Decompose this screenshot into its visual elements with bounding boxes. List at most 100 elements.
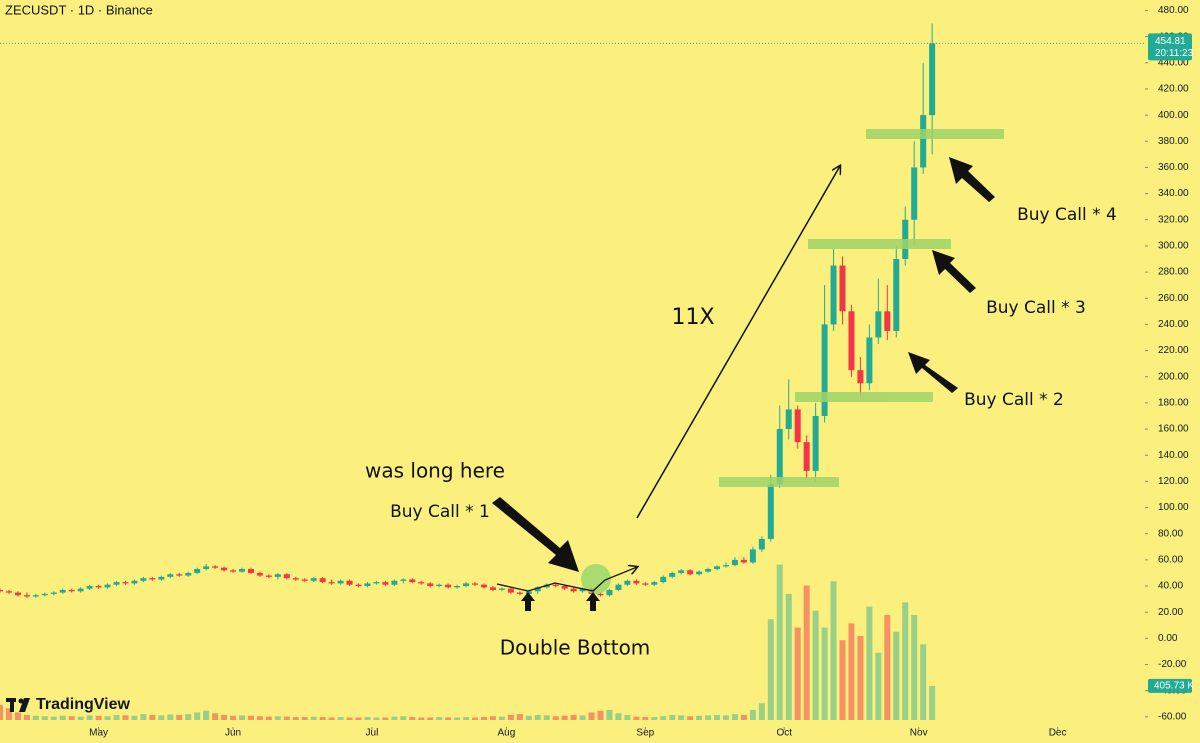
candle-body xyxy=(678,570,685,573)
candle-body xyxy=(310,578,317,581)
y-tick-label: 320.00 xyxy=(1158,214,1189,225)
volume-bar xyxy=(705,715,712,720)
volume-bar xyxy=(32,715,39,720)
volume-bar xyxy=(740,714,747,720)
candle-body xyxy=(875,311,882,338)
candle-body xyxy=(292,578,299,580)
candle-body xyxy=(597,593,604,596)
volume-label: 405.73 K xyxy=(1154,681,1194,692)
candle-body xyxy=(633,580,640,584)
x-tick-label: Dec xyxy=(1049,728,1067,739)
y-tick-label: 440.00 xyxy=(1158,57,1189,68)
up-arrow xyxy=(521,592,535,611)
volume-bar xyxy=(319,717,326,720)
volume-bar xyxy=(203,710,210,720)
volume-bar xyxy=(678,715,685,720)
zone xyxy=(795,392,933,402)
candle-body xyxy=(866,337,873,384)
volume-bar xyxy=(454,717,461,720)
volume-bar xyxy=(516,714,523,720)
volume-bar xyxy=(875,652,882,720)
volume-bar xyxy=(570,714,577,720)
candle-body xyxy=(498,588,505,590)
volume-bar xyxy=(77,716,84,720)
x-tick-label: Jul xyxy=(366,728,379,739)
candle-body xyxy=(740,559,747,563)
volume-bar xyxy=(283,716,290,720)
volume-bar xyxy=(669,714,676,720)
volume-bar xyxy=(839,640,846,720)
volume-bar xyxy=(418,717,425,720)
candle-body xyxy=(104,584,111,588)
volume-bar xyxy=(355,717,362,720)
volume-bar xyxy=(687,716,694,720)
volume-tag xyxy=(1148,678,1192,693)
candle-body xyxy=(561,586,568,589)
y-tick-label: 140.00 xyxy=(1158,450,1189,461)
volume-bar xyxy=(41,716,48,720)
candle-body xyxy=(113,582,120,585)
candle-body xyxy=(534,587,541,592)
candle-body xyxy=(131,580,138,584)
volume-bar xyxy=(247,715,254,720)
candle-body xyxy=(68,589,75,592)
candle-body xyxy=(346,580,353,585)
volume-bar xyxy=(597,710,604,720)
candle-body xyxy=(803,442,810,471)
volume-bar xyxy=(463,717,470,720)
candle-body xyxy=(794,409,801,443)
annotation: Double Bottom xyxy=(500,636,651,660)
candle-body xyxy=(158,576,165,580)
volume-bar xyxy=(588,712,595,720)
candle-body xyxy=(265,575,272,577)
volume-bar xyxy=(803,585,810,720)
volume-bar xyxy=(714,714,721,720)
volume-bar xyxy=(158,715,165,720)
candle-body xyxy=(301,579,308,581)
volume-bar xyxy=(633,716,640,720)
volume-bar xyxy=(328,717,335,720)
candle-body xyxy=(149,578,156,580)
volume-bar xyxy=(104,716,111,720)
candle-body xyxy=(95,586,102,588)
volume-bar xyxy=(185,714,192,720)
candle-body xyxy=(256,572,263,576)
x-tick-label: Aug xyxy=(498,728,516,739)
volume-bar xyxy=(507,714,514,720)
volume-bar xyxy=(265,716,272,720)
candle-body xyxy=(785,409,792,430)
volume-bar xyxy=(722,715,729,720)
candle-body xyxy=(830,265,837,325)
candle-body xyxy=(194,569,201,573)
volume-bar xyxy=(346,717,353,720)
candle-body xyxy=(758,538,765,550)
candle-body xyxy=(274,574,281,577)
candle-body xyxy=(86,586,93,589)
volume-bar xyxy=(749,709,756,720)
y-tick-label: 300.00 xyxy=(1158,241,1189,252)
candle-body xyxy=(714,566,721,570)
volume-bar xyxy=(696,715,703,720)
highlight-circle xyxy=(581,564,611,594)
candle-body xyxy=(337,580,344,584)
candle-body xyxy=(140,578,147,581)
candle-body xyxy=(722,565,729,567)
price-axis xyxy=(1145,0,1200,743)
volume-bar xyxy=(660,716,667,720)
candle-body xyxy=(373,582,380,584)
volume-bar xyxy=(14,712,21,720)
call-arrow xyxy=(949,157,995,202)
candle-body xyxy=(812,415,819,471)
candle-body xyxy=(687,570,694,575)
volume-bar xyxy=(552,716,559,720)
candle-body xyxy=(642,583,649,585)
volume-bar xyxy=(221,714,228,720)
candle-body xyxy=(920,115,927,168)
volume-bar xyxy=(472,717,479,720)
volume-bar xyxy=(445,717,452,720)
volume-bar xyxy=(382,717,389,720)
candle-body xyxy=(579,588,586,592)
volume-bar xyxy=(911,614,918,720)
up-arrow xyxy=(586,592,600,611)
